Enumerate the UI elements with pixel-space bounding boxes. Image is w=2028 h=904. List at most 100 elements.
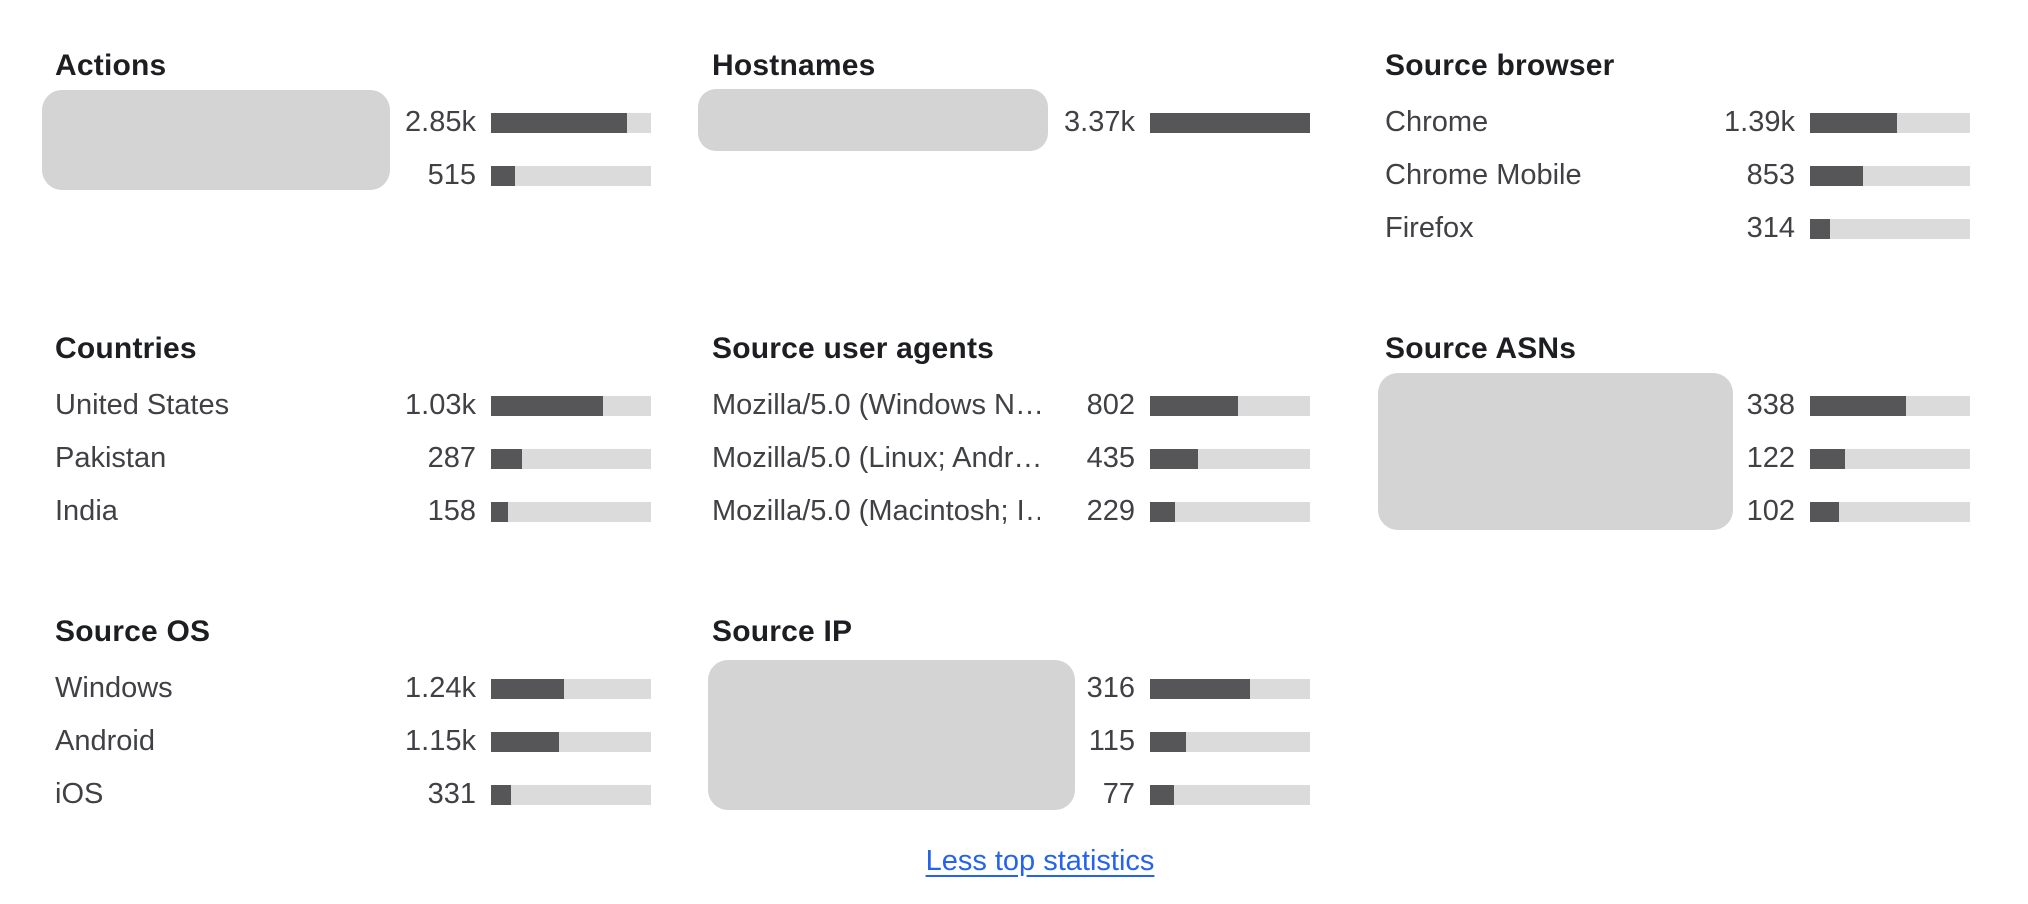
stat-bar-fill — [1150, 678, 1250, 699]
stat-bar — [1810, 501, 1970, 522]
stat-value: 853 — [1746, 159, 1795, 191]
panel-source-user-agents: Source user agents Mozilla/5.0 (Windows … — [712, 331, 1310, 538]
stat-row: United States 1.03k — [55, 379, 651, 432]
panel-title-countries: Countries — [55, 332, 197, 365]
stat-value: 331 — [427, 778, 476, 810]
stat-bar-fill — [1150, 112, 1310, 133]
stat-row: Android 1.15k — [55, 715, 651, 768]
panel-source-ip: Source IP 316 115 77 — [708, 614, 1310, 821]
panel-rows: 3.37k — [698, 89, 1310, 151]
stat-label: United States — [55, 389, 230, 421]
stat-value: 3.37k — [1064, 106, 1135, 138]
panel-rows: Mozilla/5.0 (Windows N… 802 Mozilla/5.0 … — [712, 379, 1310, 538]
stat-bar-fill — [1150, 784, 1175, 805]
panel-rows: 316 115 77 — [708, 660, 1310, 821]
stat-row: 115 — [712, 715, 1310, 768]
stat-row: Pakistan 287 — [55, 432, 651, 485]
stat-row: 338 — [1385, 379, 1970, 432]
stat-value: 435 — [1086, 442, 1135, 474]
stat-row: Windows 1.24k — [55, 662, 651, 715]
stat-value: 314 — [1746, 212, 1795, 244]
stat-value: 802 — [1086, 389, 1135, 421]
stat-bar-fill — [491, 165, 516, 186]
stat-row: 316 — [712, 662, 1310, 715]
stat-bar — [491, 501, 651, 522]
stat-bar — [491, 395, 651, 416]
stat-bar-fill — [491, 731, 559, 752]
footer: Less top statistics — [55, 843, 2025, 879]
stat-bar-fill — [1810, 218, 1830, 239]
redacted-label-blob — [698, 89, 1048, 151]
panel-hostnames: Hostnames 3.37k — [698, 48, 1310, 151]
panel-rows: 338 122 102 — [1378, 373, 1970, 538]
less-top-statistics-link[interactable]: Less top statistics — [925, 845, 1155, 877]
stat-bar-fill — [1810, 395, 1907, 416]
stat-label: Mozilla/5.0 (Windows N… — [712, 389, 1040, 421]
stat-bar-fill — [1810, 448, 1845, 469]
stat-value: 102 — [1746, 495, 1795, 527]
stat-bar-fill — [491, 112, 627, 133]
stat-bar — [491, 165, 651, 186]
stat-label: Firefox — [1385, 212, 1474, 244]
stat-bar — [1810, 112, 1970, 133]
stat-bar — [491, 784, 651, 805]
panel-rows: United States 1.03k Pakistan 287 India 1… — [55, 379, 651, 538]
stat-row: 3.37k — [712, 96, 1310, 149]
stat-bar — [491, 448, 651, 469]
stat-bar-fill — [1810, 501, 1839, 522]
stat-label: iOS — [55, 778, 104, 810]
stat-bar-fill — [1150, 448, 1198, 469]
stat-bar — [1810, 218, 1970, 239]
stat-bar — [1150, 448, 1310, 469]
stat-row: India 158 — [55, 485, 651, 538]
stat-bar — [491, 731, 651, 752]
stat-row: Chrome Mobile 853 — [1385, 149, 1970, 202]
panel-actions: Actions 2.85k 515 — [42, 48, 651, 202]
stat-value: 77 — [1102, 778, 1135, 810]
stat-bar-fill — [491, 678, 564, 699]
stat-bar — [1810, 448, 1970, 469]
stat-row: Chrome 1.39k — [1385, 96, 1970, 149]
stats-section-2: Countries United States 1.03k Pakistan 2… — [55, 331, 2028, 538]
stat-bar — [491, 112, 651, 133]
stat-bar — [1150, 395, 1310, 416]
stat-value: 122 — [1746, 442, 1795, 474]
stat-value: 1.03k — [405, 389, 476, 421]
stat-label: India — [55, 495, 118, 527]
stat-row: Mozilla/5.0 (Windows N… 802 — [712, 379, 1310, 432]
stat-bar-fill — [1810, 112, 1898, 133]
stat-row: 515 — [55, 149, 651, 202]
stat-value: 1.39k — [1724, 106, 1795, 138]
stat-row: Mozilla/5.0 (Linux; Andr… 435 — [712, 432, 1310, 485]
stat-bar-fill — [491, 501, 509, 522]
stat-row: 2.85k — [55, 96, 651, 149]
panel-source-asns: Source ASNs 338 122 102 — [1378, 331, 1970, 538]
stat-value: 115 — [1088, 725, 1135, 757]
panel-title-source-ip: Source IP — [712, 615, 853, 648]
stat-value: 1.24k — [405, 672, 476, 704]
stats-section-3: Source OS Windows 1.24k Android 1.15k iO… — [55, 614, 2028, 821]
stat-label: Pakistan — [55, 442, 167, 474]
stat-value: 229 — [1086, 495, 1135, 527]
stat-value: 338 — [1746, 389, 1795, 421]
stat-row: 122 — [1385, 432, 1970, 485]
stat-value: 316 — [1086, 672, 1135, 704]
stat-bar — [1150, 678, 1310, 699]
stat-label: Mozilla/5.0 (Linux; Andr… — [712, 442, 1040, 474]
stat-value: 1.15k — [405, 725, 476, 757]
stat-row: 77 — [712, 768, 1310, 821]
stat-bar — [1150, 501, 1310, 522]
redacted-label-blob — [42, 90, 390, 190]
stat-label: Android — [55, 725, 155, 757]
panel-title-actions: Actions — [55, 49, 167, 82]
stat-row: iOS 331 — [55, 768, 651, 821]
stat-bar-fill — [491, 448, 523, 469]
panel-title-hostnames: Hostnames — [712, 49, 876, 82]
panel-title-source-asns: Source ASNs — [1385, 332, 1577, 365]
stat-bar-fill — [1810, 165, 1864, 186]
panel-rows: Windows 1.24k Android 1.15k iOS 331 — [55, 662, 651, 821]
panel-rows: 2.85k 515 — [42, 90, 651, 202]
stats-section-1: Actions 2.85k 515 Hostnames — [42, 48, 2028, 255]
panel-source-browser: Source browser Chrome 1.39k Chrome Mobil… — [1385, 48, 1970, 255]
stat-bar — [1150, 731, 1310, 752]
